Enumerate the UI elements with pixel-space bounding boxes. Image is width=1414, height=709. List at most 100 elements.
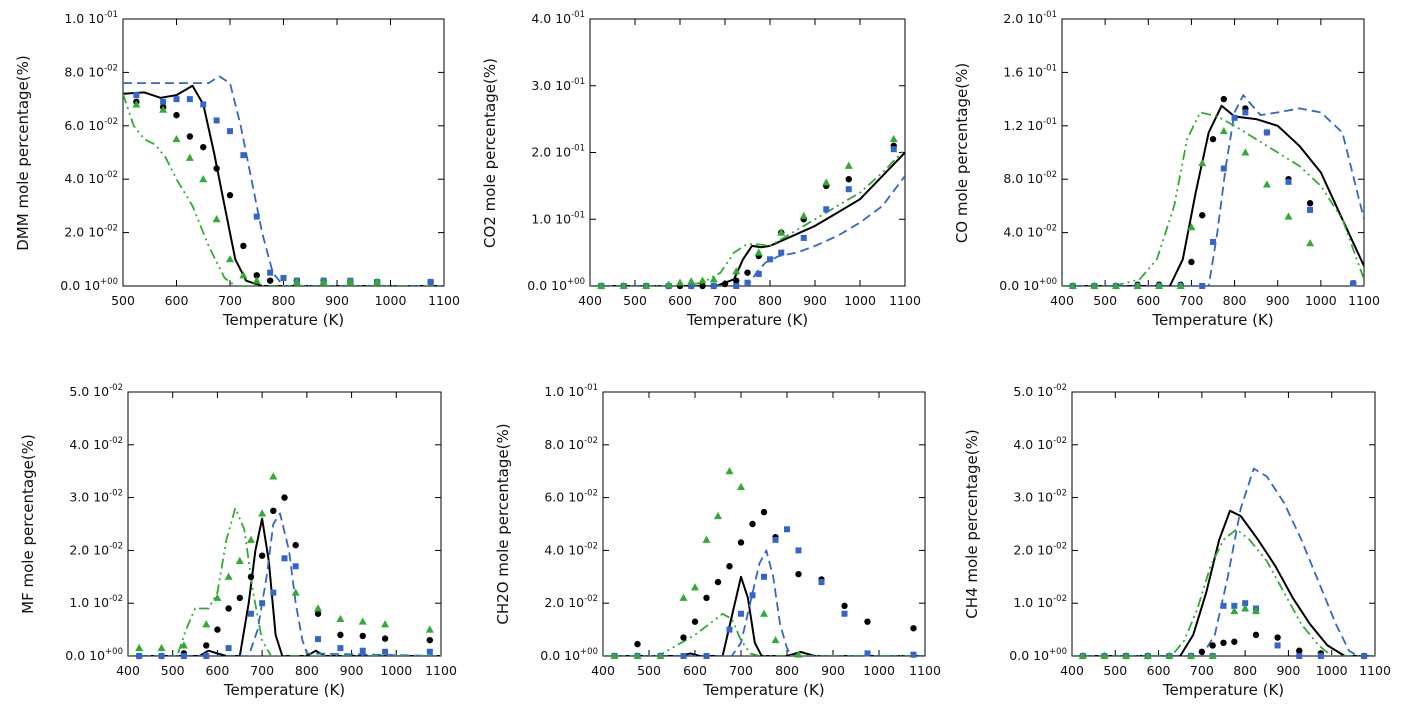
data-point-circle: [213, 165, 220, 172]
data-point-circle: [726, 563, 733, 570]
data-point-triangle: [292, 277, 301, 285]
data-point-square: [778, 249, 785, 256]
series-line-dashed: [123, 75, 444, 286]
x-tick-label: 600: [668, 293, 692, 308]
y-tick-label: 2.0 10-02: [1013, 541, 1067, 557]
axes-frame: [127, 391, 442, 657]
data-point-circle: [1274, 634, 1281, 641]
data-point-triangle: [252, 276, 261, 284]
data-point-triangle: [656, 651, 665, 659]
series-line-dashed: [1062, 94, 1364, 286]
data-point-square: [767, 256, 773, 263]
axes-frame: [589, 18, 906, 287]
y-tick-label: 0.0 10+00: [1009, 647, 1067, 663]
data-point-circle: [281, 494, 288, 501]
data-point-circle: [247, 573, 255, 580]
y-tick-label: 6.0 10-02: [544, 489, 598, 505]
data-point-circle: [1252, 631, 1260, 639]
y-tick-label: 6.0 10-02: [64, 117, 118, 133]
x-tick-label: 1100: [428, 293, 460, 308]
y-axis-label: CH4 mole percentage(%): [963, 429, 981, 619]
data-point-triangle: [1111, 281, 1120, 289]
data-point-triangle: [709, 275, 718, 283]
x-tick-label: 400: [591, 663, 615, 678]
data-point-circle: [1209, 642, 1216, 649]
y-tick-label: 4.0 10-02: [1013, 436, 1067, 452]
data-point-triangle: [1100, 651, 1109, 659]
data-point-triangle: [1133, 281, 1142, 289]
y-tick-label: 5.0 10-02: [69, 383, 123, 399]
data-point-triangle: [1306, 239, 1315, 247]
series-line-dashdot: [123, 93, 444, 286]
plot-area: 400 500 600 700 800 900 1000 1100 0.0 10+00 2.0 1…: [540, 383, 941, 678]
x-tick-label: 500: [161, 663, 185, 678]
y-tick-label: 4.0 10-02: [1003, 224, 1057, 240]
data-point-square: [160, 98, 167, 105]
data-point-circle: [258, 552, 266, 559]
x-tick-label: 700: [729, 663, 753, 678]
y-tick-label: 0.0 10+00: [527, 277, 585, 293]
data-point-square: [841, 610, 848, 617]
data-point-circle: [1306, 200, 1314, 207]
data-point-triangle: [1219, 126, 1228, 135]
plot-area: 400 500 600 700 800 900 1000 1100 0.0 10+00 1.0 1…: [1009, 383, 1391, 678]
data-point-circle: [314, 610, 322, 617]
y-tick-label: 0.0 10+00: [540, 647, 598, 663]
y-tick-label: 0.0 10+00: [999, 277, 1057, 293]
x-tick-label: 800: [295, 663, 319, 678]
data-point-square: [688, 283, 695, 289]
data-point-triangle: [314, 604, 323, 612]
y-tick-label: 1.2 10-01: [1003, 117, 1057, 133]
x-axis-label: Temperature (K): [686, 311, 809, 329]
data-point-square: [225, 645, 232, 652]
data-point-triangle: [258, 509, 267, 517]
data-point-triangle: [597, 281, 606, 289]
data-point-triangle: [698, 276, 707, 284]
x-tick-label: 500: [637, 663, 661, 678]
y-tick-label: 3.0 10-02: [69, 489, 123, 505]
data-point-circle: [226, 192, 234, 199]
y-tick-label: 1.6 10-01: [1003, 63, 1057, 79]
x-tick-label: 700: [218, 293, 242, 308]
y-tick-label: 1.0 10-02: [69, 594, 123, 610]
data-point-triangle: [291, 588, 300, 596]
data-point-triangle: [336, 614, 345, 623]
y-axis-label: CO2 mole percentage(%): [481, 57, 499, 248]
series-line-dashdot: [1062, 111, 1364, 286]
y-tick-label: 8.0 10-02: [1003, 170, 1057, 186]
data-point-circle: [910, 625, 917, 632]
data-point-square: [733, 283, 740, 289]
data-point-square: [1317, 653, 1324, 659]
y-tick-label: 8.0 10-02: [544, 436, 598, 452]
data-point-triangle: [319, 277, 328, 285]
data-point-circle: [200, 143, 207, 151]
data-point-square: [200, 101, 207, 108]
data-point-square: [1307, 206, 1314, 213]
x-tick-label: 700: [713, 293, 737, 308]
data-point-triangle: [771, 635, 780, 644]
x-tick-label: 900: [803, 293, 827, 308]
data-point-triangle: [725, 467, 734, 475]
x-tick-label: 900: [325, 293, 349, 308]
data-point-triangle: [224, 572, 233, 580]
data-point-square: [359, 647, 366, 654]
x-tick-label: 800: [1223, 293, 1247, 308]
series-line-dashdot: [128, 507, 441, 656]
data-point-triangle: [794, 650, 803, 658]
dmm-chart-panel: 500 600 700 800 900 1000 1100 0.0 10+00 2.0 10-0…: [14, 10, 460, 329]
data-point-triangle: [610, 651, 619, 659]
data-point-square: [703, 653, 710, 659]
y-tick-label: 1.0 10-01: [64, 10, 118, 26]
data-point-triangle: [373, 277, 382, 285]
data-point-square: [845, 186, 852, 193]
data-point-square: [726, 626, 733, 633]
data-point-triangle: [754, 248, 763, 256]
data-point-square: [186, 96, 193, 103]
data-point-triangle: [1068, 281, 1077, 289]
data-point-circle: [270, 507, 277, 514]
x-tick-label: 400: [116, 663, 140, 678]
data-point-square: [158, 653, 165, 659]
data-point-triangle: [358, 617, 367, 625]
x-tick-label: 600: [683, 663, 707, 678]
data-point-square: [259, 600, 266, 607]
